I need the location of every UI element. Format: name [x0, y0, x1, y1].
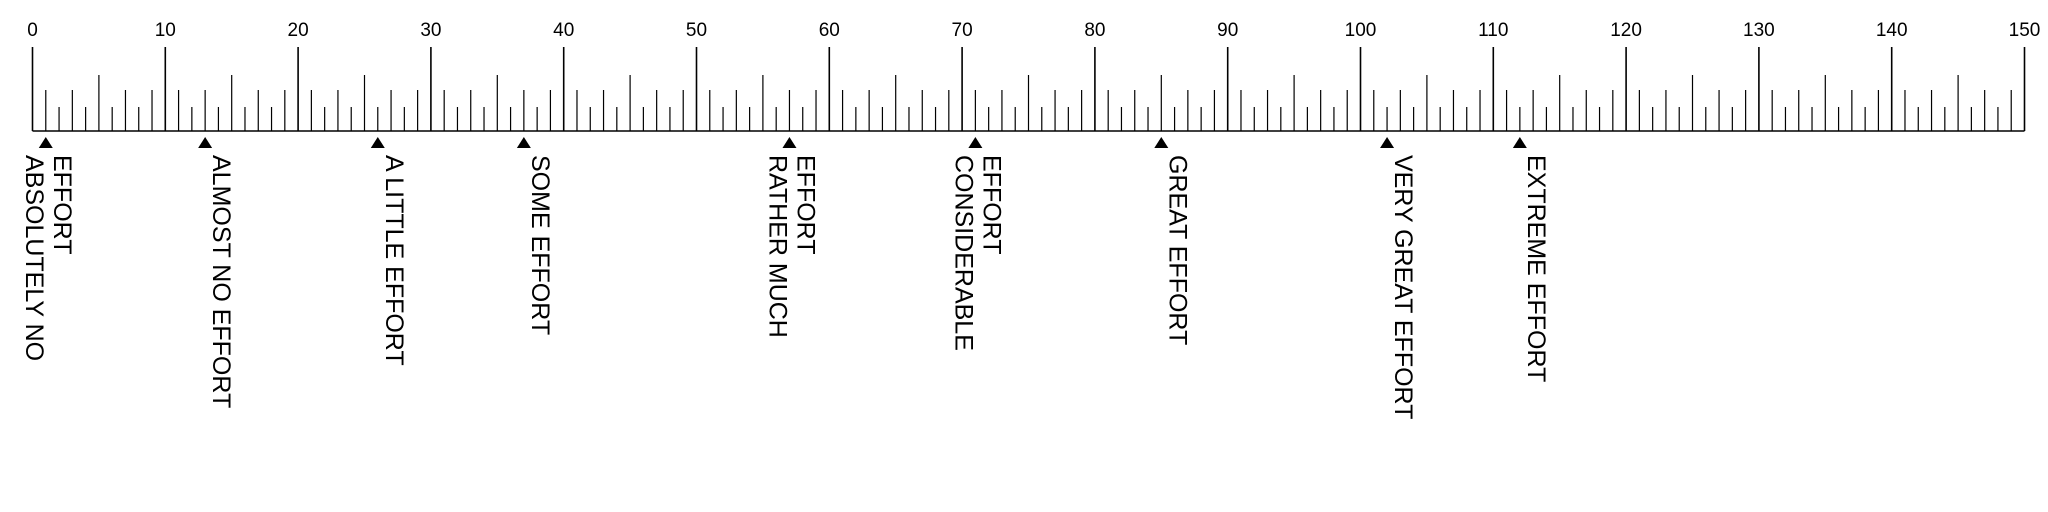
- anchor-text: GREAT EFFORT: [1163, 155, 1191, 345]
- tick-label: 50: [686, 20, 707, 41]
- tick-label: 150: [2009, 20, 2041, 41]
- tick-label: 140: [1876, 20, 1908, 41]
- anchor-marker: [782, 137, 797, 148]
- tick-label: 130: [1743, 20, 1775, 41]
- anchor-label: SOME EFFORT: [516, 137, 554, 335]
- tick-marks: [31, 47, 2026, 132]
- anchor-text: ALMOST NO EFFORT: [207, 155, 235, 408]
- anchor-labels: ABSOLUTELY NO EFFORT ALMOST NO EFFORT A LIT…: [20, 137, 1550, 419]
- anchor-text: A LITTLE EFFORT: [380, 155, 408, 366]
- tick-label: 70: [952, 20, 973, 41]
- anchor-text: EXTREME EFFORT: [1522, 155, 1550, 382]
- anchor-label: CONSIDERABLE EFFORT: [949, 137, 1005, 351]
- anchor-text: EFFORT: [791, 155, 819, 255]
- tick-label: 80: [1084, 20, 1105, 41]
- tick-label: 110: [1478, 20, 1508, 41]
- tick-label: 100: [1345, 20, 1377, 41]
- anchor-label: A LITTLE EFFORT: [370, 137, 408, 366]
- anchor-marker: [370, 137, 385, 148]
- tick-labels: 0 10 20 30 40 50 60 70 80 90 100 110 120 130 140 150: [27, 20, 2040, 41]
- anchor-text: ABSOLUTELY NO: [20, 155, 48, 361]
- anchor-text: SOME EFFORT: [526, 155, 554, 335]
- tick-label: 10: [155, 20, 176, 41]
- tick-label: 120: [1610, 20, 1642, 41]
- tick-label: 90: [1217, 20, 1238, 41]
- anchor-label: VERY GREAT EFFORT: [1380, 137, 1417, 419]
- anchor-label: RATHER MUCH EFFORT: [763, 137, 819, 338]
- anchor-label: ABSOLUTELY NO EFFORT: [20, 137, 76, 361]
- anchor-text: CONSIDERABLE: [949, 155, 977, 351]
- anchor-text: RATHER MUCH: [763, 155, 791, 338]
- anchor-text: EFFORT: [977, 155, 1005, 255]
- anchor-marker: [516, 137, 531, 148]
- anchor-marker: [38, 137, 53, 148]
- tick-label: 60: [819, 20, 840, 41]
- anchor-marker: [968, 137, 983, 148]
- anchor-label: ALMOST NO EFFORT: [198, 137, 235, 408]
- anchor-marker: [198, 137, 213, 148]
- tick-label: 0: [27, 20, 38, 41]
- anchor-label: GREAT EFFORT: [1154, 137, 1191, 345]
- anchor-text: EFFORT: [48, 155, 76, 255]
- anchor-label: EXTREME EFFORT: [1512, 137, 1550, 382]
- tick-label: 30: [420, 20, 441, 41]
- anchor-marker: [1380, 137, 1395, 148]
- anchor-marker: [1154, 137, 1169, 148]
- tick-label: 40: [553, 20, 574, 41]
- tick-label: 20: [288, 20, 309, 41]
- anchor-marker: [1512, 137, 1527, 148]
- anchor-text: VERY GREAT EFFORT: [1389, 155, 1417, 419]
